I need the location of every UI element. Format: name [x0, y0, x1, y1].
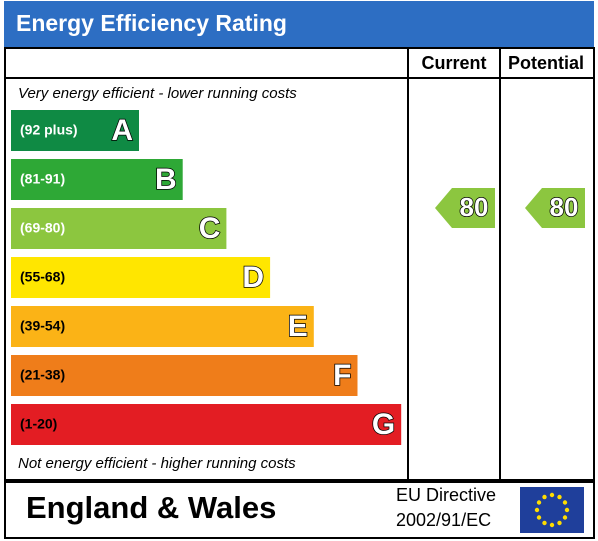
band-letter: G — [372, 408, 395, 441]
band-bar — [11, 110, 139, 151]
flag-star — [549, 522, 555, 528]
band-bar — [11, 306, 314, 347]
band-range: (1-20) — [20, 416, 57, 432]
band-letter: C — [199, 212, 221, 245]
band-letter: F — [333, 359, 351, 392]
flag-star — [562, 515, 568, 520]
band-letter: A — [111, 114, 133, 147]
band-letter: D — [242, 261, 264, 294]
flag-star — [564, 507, 570, 513]
directive: 2002/91/EC — [396, 510, 491, 530]
flag-star — [557, 520, 562, 526]
band-bar — [11, 355, 358, 396]
bands: (92 plus) A (81-91) B (69-80) C (55-68) D (39-54… — [11, 110, 402, 445]
band-bar — [11, 159, 183, 200]
flag-star — [534, 507, 540, 513]
band-bar — [11, 257, 271, 298]
column-header: Current — [421, 53, 486, 73]
band-range: (92 plus) — [20, 122, 78, 138]
band-bar — [11, 208, 227, 249]
potential-rating: 80 — [550, 192, 579, 222]
footer-frame — [4, 481, 595, 539]
frame — [4, 47, 595, 481]
potential-arrow — [525, 188, 585, 228]
top-note: Very energy efficient - lower running co… — [18, 85, 297, 102]
flag-star — [549, 492, 555, 498]
eu-flag — [520, 487, 584, 533]
band-range: (21-38) — [20, 367, 65, 383]
region: England & Wales — [26, 490, 276, 525]
title-bar — [4, 1, 594, 47]
column-header: Potential — [508, 53, 584, 73]
flag-star — [562, 500, 568, 505]
directive: EU Directive — [396, 485, 496, 505]
band-letter: E — [288, 310, 308, 343]
band-range: (55-68) — [20, 269, 65, 285]
band-letter: B — [155, 163, 177, 196]
flag-star — [536, 515, 542, 520]
flag-star — [542, 494, 547, 500]
band-range: (81-91) — [20, 171, 65, 187]
current-rating: 80 — [460, 192, 489, 222]
band-range: (69-80) — [20, 220, 65, 236]
current-arrow — [435, 188, 495, 228]
band-range: (39-54) — [20, 318, 65, 334]
flag-star — [536, 500, 542, 505]
flag-star — [557, 494, 562, 500]
bottom-note: Not energy efficient - higher running co… — [18, 455, 296, 472]
title: Energy Efficiency Rating — [16, 10, 287, 36]
band-bar — [11, 404, 402, 445]
flag-star — [542, 520, 547, 526]
